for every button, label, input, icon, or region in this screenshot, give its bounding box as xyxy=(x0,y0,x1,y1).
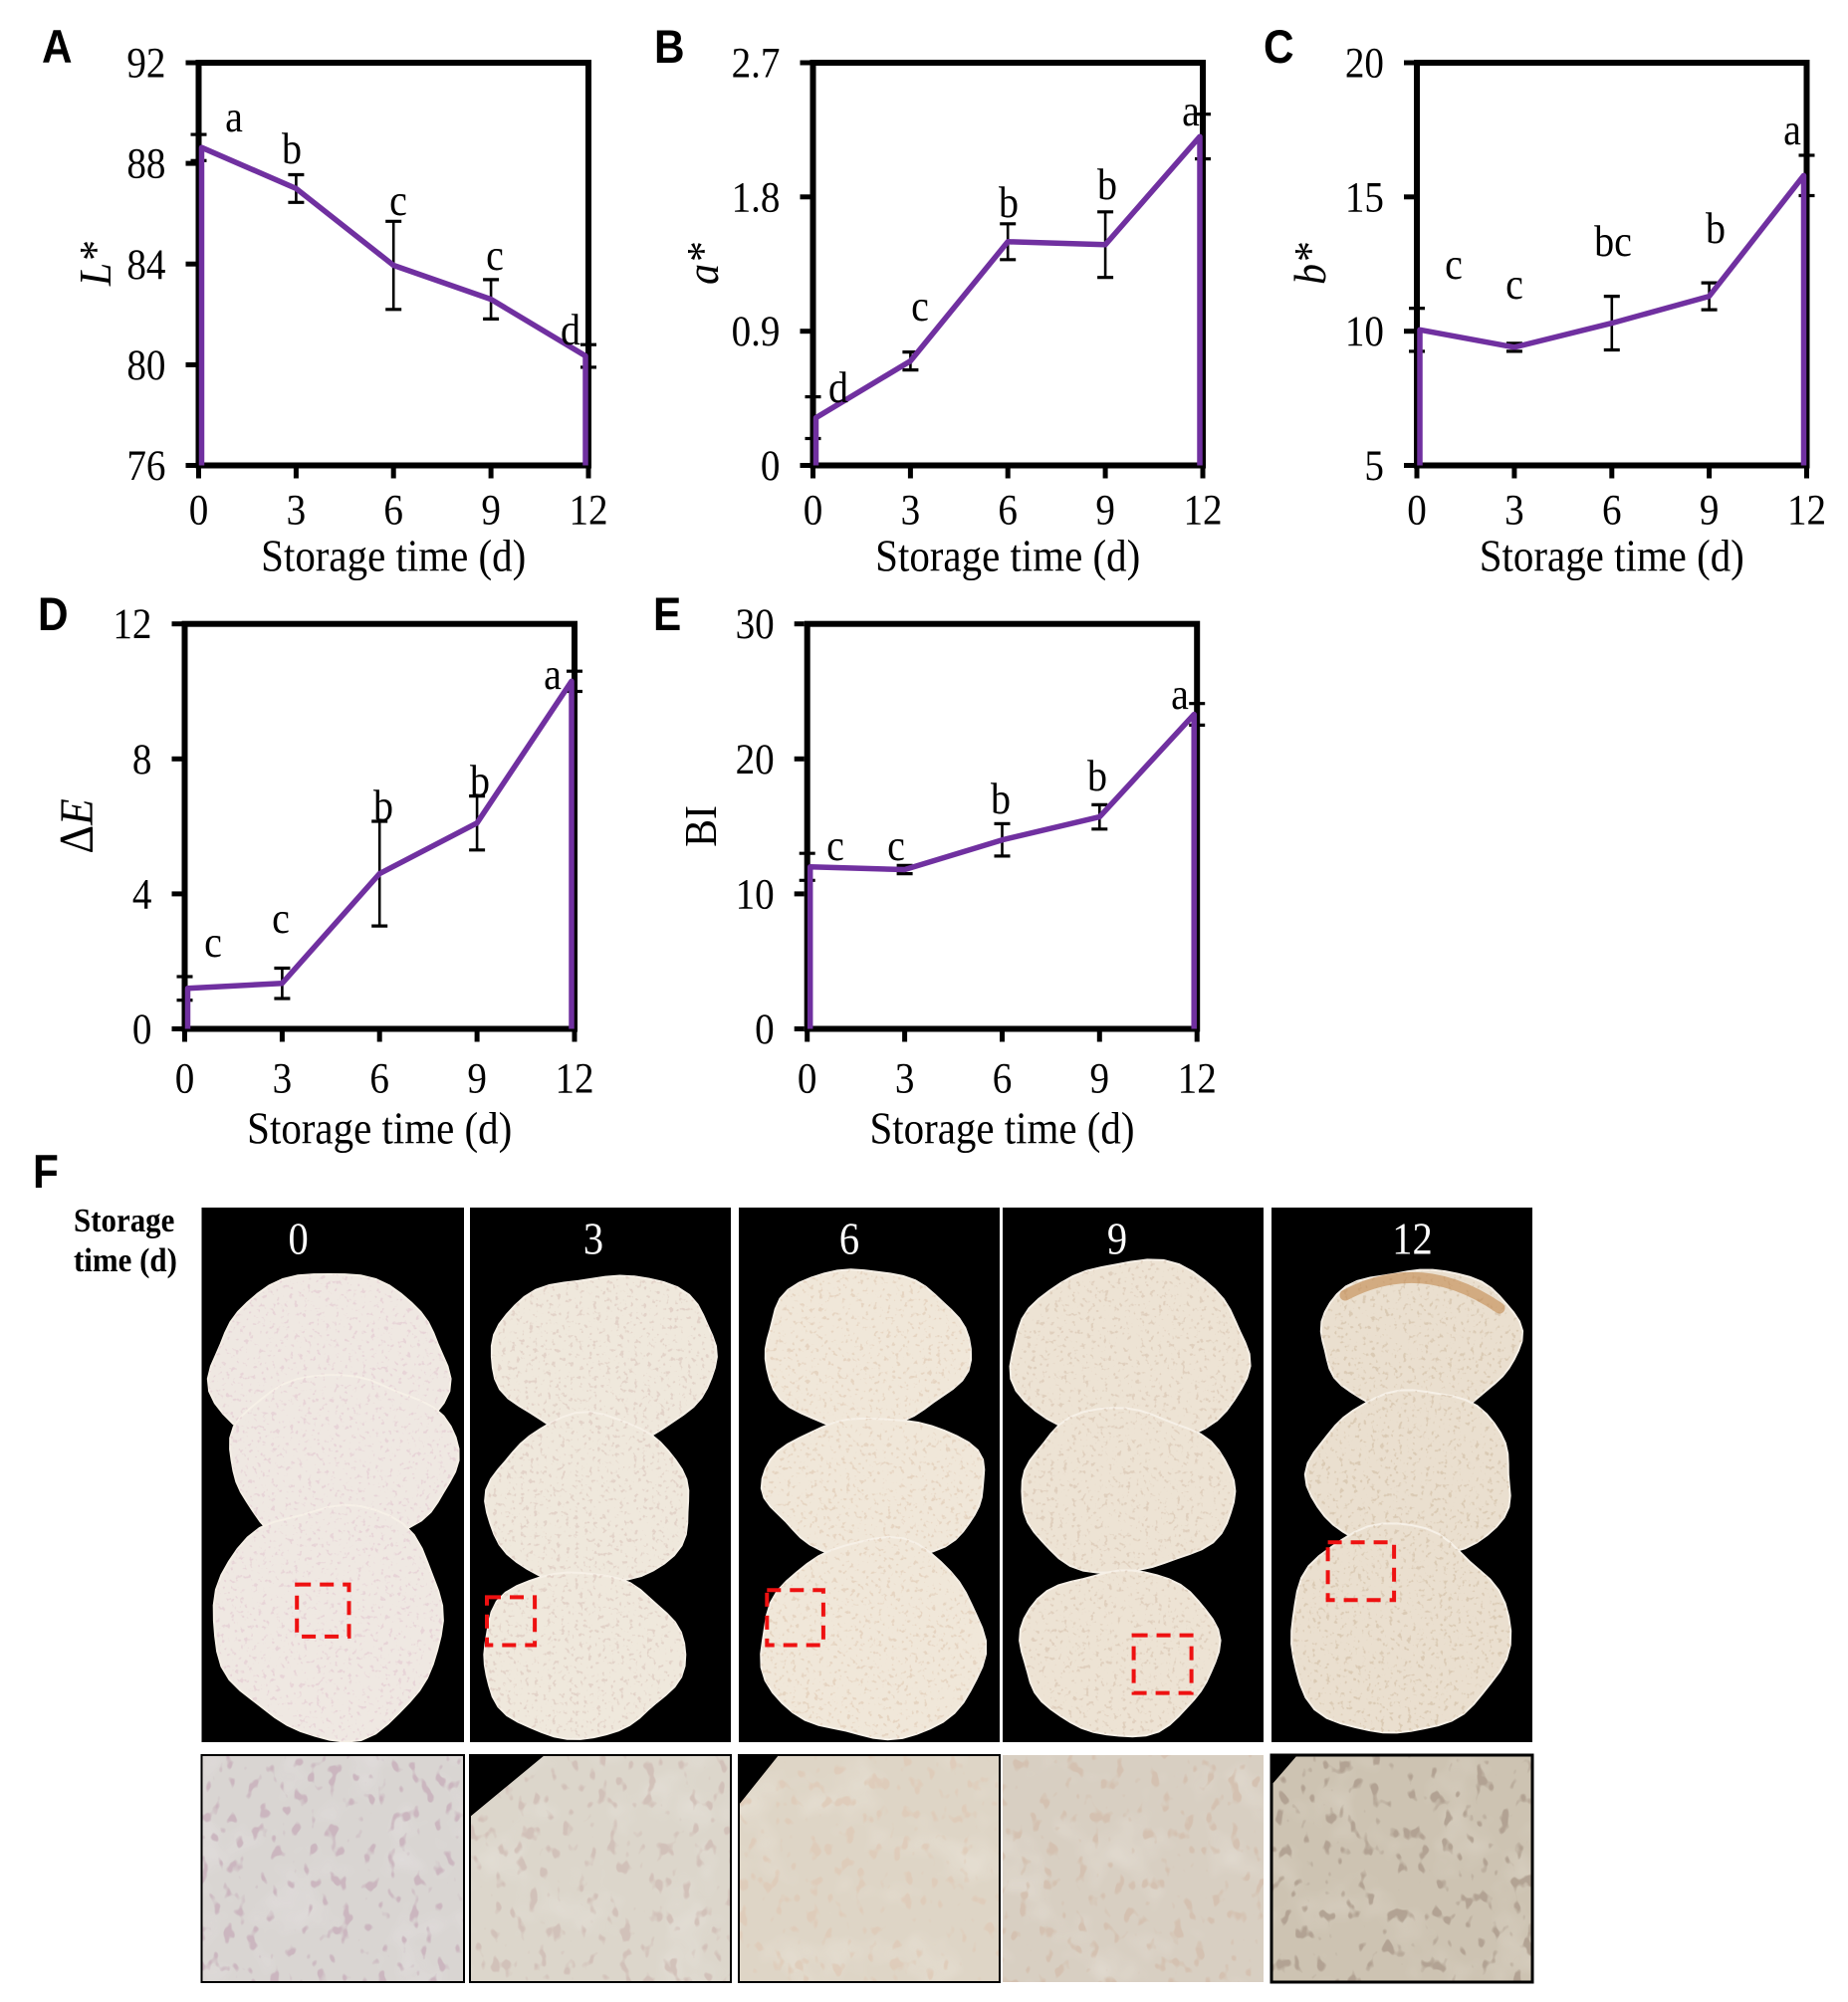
svg-text:a: a xyxy=(1783,107,1801,154)
svg-text:10: 10 xyxy=(1345,307,1384,354)
svg-text:d: d xyxy=(828,364,848,412)
svg-text:Storage time (d): Storage time (d) xyxy=(875,533,1140,581)
svg-text:a: a xyxy=(1171,671,1189,719)
svg-text:c: c xyxy=(204,919,222,967)
svg-text:E: E xyxy=(653,589,681,641)
svg-text:12: 12 xyxy=(569,486,607,534)
svg-text:6: 6 xyxy=(839,1214,859,1264)
svg-text:8: 8 xyxy=(132,735,152,782)
svg-text:F: F xyxy=(33,1147,59,1199)
svg-text:a: a xyxy=(1182,88,1200,135)
svg-text:b: b xyxy=(991,776,1011,823)
svg-text:Storage time (d): Storage time (d) xyxy=(261,533,526,581)
svg-text:80: 80 xyxy=(126,340,165,388)
svg-text:c: c xyxy=(887,822,905,870)
svg-text:10: 10 xyxy=(736,870,775,918)
svg-text:Storage time (d): Storage time (d) xyxy=(247,1105,512,1154)
svg-text:c: c xyxy=(389,177,407,225)
svg-text:ΔE: ΔE xyxy=(50,798,104,853)
svg-text:0.9: 0.9 xyxy=(732,307,781,354)
svg-text:a: a xyxy=(225,94,243,141)
svg-text:9: 9 xyxy=(1090,1054,1110,1102)
svg-text:12: 12 xyxy=(555,1054,593,1102)
svg-text:20: 20 xyxy=(1345,39,1384,87)
svg-text:c: c xyxy=(826,822,844,870)
svg-text:5: 5 xyxy=(1364,441,1384,489)
svg-text:c: c xyxy=(1505,261,1523,309)
svg-text:0: 0 xyxy=(175,1054,195,1102)
svg-text:b: b xyxy=(373,782,393,830)
svg-text:3: 3 xyxy=(895,1054,915,1102)
svg-text:3: 3 xyxy=(901,486,921,534)
svg-text:30: 30 xyxy=(736,599,775,647)
svg-text:9: 9 xyxy=(481,486,501,534)
svg-text:12: 12 xyxy=(1787,486,1826,534)
svg-text:0: 0 xyxy=(804,486,823,534)
svg-text:15: 15 xyxy=(1345,173,1384,221)
svg-text:3: 3 xyxy=(273,1054,293,1102)
svg-text:b: b xyxy=(1087,753,1107,800)
svg-text:C: C xyxy=(1264,22,1294,74)
svg-text:3: 3 xyxy=(287,486,307,534)
svg-text:6: 6 xyxy=(998,486,1018,534)
svg-text:0: 0 xyxy=(755,1004,775,1052)
svg-text:d: d xyxy=(561,307,580,354)
svg-text:D: D xyxy=(38,589,69,641)
svg-text:12: 12 xyxy=(1183,486,1222,534)
svg-text:a: a xyxy=(544,651,562,699)
svg-text:9: 9 xyxy=(467,1054,487,1102)
svg-text:c: c xyxy=(272,895,290,943)
svg-text:Storage: Storage xyxy=(74,1203,174,1240)
svg-text:a*: a* xyxy=(677,243,728,285)
svg-text:92: 92 xyxy=(126,39,165,87)
svg-text:9: 9 xyxy=(1095,486,1115,534)
svg-text:B: B xyxy=(654,22,685,74)
svg-text:9: 9 xyxy=(1700,486,1720,534)
svg-text:3: 3 xyxy=(1504,486,1524,534)
svg-text:88: 88 xyxy=(126,139,165,187)
svg-text:Storage time (d): Storage time (d) xyxy=(1480,533,1744,581)
svg-text:b: b xyxy=(470,758,490,805)
svg-text:20: 20 xyxy=(736,735,775,782)
svg-text:BI: BI xyxy=(675,805,726,847)
svg-text:0: 0 xyxy=(132,1004,152,1052)
svg-text:c: c xyxy=(486,232,504,280)
svg-text:0: 0 xyxy=(189,486,209,534)
svg-text:0: 0 xyxy=(761,441,781,489)
svg-text:3: 3 xyxy=(583,1214,603,1264)
svg-text:76: 76 xyxy=(126,441,165,489)
svg-text:12: 12 xyxy=(113,599,151,647)
svg-text:6: 6 xyxy=(369,1054,389,1102)
svg-text:Storage time (d): Storage time (d) xyxy=(869,1105,1134,1154)
svg-text:b: b xyxy=(999,179,1019,227)
svg-text:A: A xyxy=(42,22,73,74)
svg-text:c: c xyxy=(1445,241,1463,289)
svg-text:6: 6 xyxy=(383,486,403,534)
svg-text:12: 12 xyxy=(1392,1214,1432,1264)
svg-text:1.8: 1.8 xyxy=(732,173,781,221)
svg-text:0: 0 xyxy=(288,1214,308,1264)
svg-text:2.7: 2.7 xyxy=(732,39,781,87)
svg-text:6: 6 xyxy=(1602,486,1622,534)
svg-text:6: 6 xyxy=(993,1054,1013,1102)
svg-text:L*: L* xyxy=(70,242,120,287)
svg-text:c: c xyxy=(911,283,929,331)
svg-text:time (d): time (d) xyxy=(74,1242,177,1280)
svg-text:12: 12 xyxy=(1178,1054,1217,1102)
svg-text:b: b xyxy=(1097,161,1117,209)
svg-text:b: b xyxy=(282,125,302,173)
svg-text:bc: bc xyxy=(1594,218,1632,266)
svg-text:4: 4 xyxy=(132,870,152,918)
svg-text:9: 9 xyxy=(1107,1214,1127,1264)
svg-text:84: 84 xyxy=(126,240,165,288)
svg-text:0: 0 xyxy=(1407,486,1427,534)
svg-text:b*: b* xyxy=(1284,243,1335,285)
svg-text:0: 0 xyxy=(798,1054,817,1102)
svg-text:b: b xyxy=(1706,205,1726,253)
